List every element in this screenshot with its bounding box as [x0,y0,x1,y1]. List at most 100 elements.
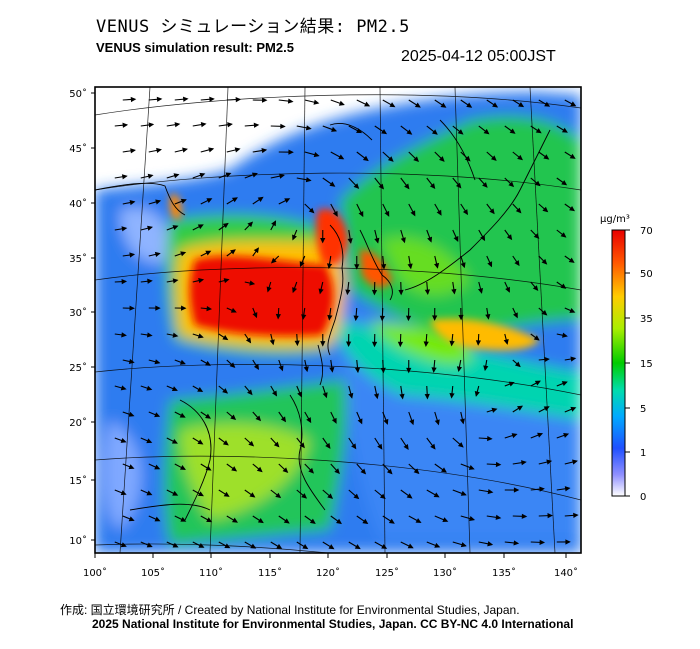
wind-arrow-head [208,147,215,153]
wind-arrow-head [272,390,278,397]
wind-arrow-head [121,279,128,285]
wind-arrow-head [547,513,553,519]
wind-arrow [591,409,602,412]
wind-arrow-head [424,289,431,296]
wind-arrow-head [596,258,600,261]
wind-arrow-head [225,172,232,178]
wind-arrow-head [287,98,294,104]
wind-arrow-head [532,285,539,292]
wind-arrow-head [130,148,136,154]
wind-arrow-head [198,543,205,548]
wind-arrow-head [222,335,229,341]
wind-arrow-head [229,362,236,368]
lon-label: 120˚ [316,567,340,579]
wind-arrow-head [371,341,378,348]
lat-label: 40˚ [69,198,87,210]
wind-arrow-head [205,250,212,256]
wind-arrow-head [539,486,545,492]
wind-arrow-head [397,341,404,348]
wind-arrow-head [276,543,283,549]
wind-arrow-head [374,237,380,244]
wind-arrow-head [180,305,187,311]
wind-arrow-head [514,260,520,267]
wind-arrow-head [381,543,388,549]
lon-label: 130˚ [433,567,457,579]
wind-arrow-head [384,210,390,217]
credit-line-2: 2025 National Institute for Environmenta… [92,617,574,631]
wind-arrow-head [288,149,294,155]
wind-arrow-head [301,493,308,499]
wind-arrow-head [378,183,385,190]
wind-arrow-head [322,392,328,399]
wind-arrow-head [327,493,334,499]
wind-arrow-head [120,385,127,391]
wind-arrow-head [204,360,211,366]
wind-arrow-head [198,278,205,284]
wind-arrow [591,152,601,158]
wind-arrow-head [598,357,602,360]
wind-arrow-head [154,251,161,258]
colorbar-tick-label: 15 [640,359,653,370]
wind-arrow-head [329,181,336,187]
wind-arrow-head [128,358,135,365]
wind-arrow-head [223,491,230,497]
wind-arrow-head [320,237,326,244]
wind-arrow-head [179,465,186,470]
wind-arrow-head [495,461,502,468]
wind-arrow-head [468,464,475,470]
wind-arrow-head [487,261,493,268]
lon-label: 125˚ [375,567,399,579]
wind-arrow-head [589,181,593,184]
wind-arrow-head [362,155,369,162]
wind-arrow-head [458,314,464,321]
wind-arrow-head [560,283,567,289]
wind-arrow-head [253,363,260,370]
colorbar-tick-label: 70 [640,226,653,237]
wind-arrow-head [406,493,413,499]
wind-arrow-head [269,339,275,346]
wind-arrow-head [491,407,498,413]
wind-arrow-head [483,365,489,372]
wind-arrow-head [205,465,212,471]
wind-arrow-head [345,289,351,296]
wind-arrow-head [404,183,410,190]
wind-arrow-head [231,517,238,523]
wind-arrow-head [129,305,135,311]
wind-arrow-head [495,514,502,520]
wind-arrow-head [309,518,316,524]
wind-arrow-head [172,332,179,338]
wind-arrow-head [561,381,568,387]
wind-arrow-head [130,96,137,103]
wind-arrow-head [405,315,412,322]
longitude-axis: 100˚ 105˚ 110˚ 115˚ 120˚ 125˚ 130˚ 135˚ 140˚ [83,553,578,579]
wind-arrow-head [320,341,326,347]
wind-arrow [591,359,602,360]
wind-arrow-head [121,332,127,338]
coastlines [95,119,551,521]
wind-arrow-head [515,207,522,214]
wind-arrow-head [347,238,353,244]
lat-label: 45˚ [69,143,87,155]
wind-arrow-head [487,435,493,442]
wind-arrow [583,435,594,438]
wind-arrow-head [400,237,406,244]
wind-arrow-head [589,333,593,336]
wind-arrow-head [308,207,315,214]
wind-arrow-head [514,361,521,368]
wind-arrow-head [325,442,331,449]
wind-arrow-head [297,391,302,398]
wind-arrow-head [275,492,282,499]
wind-arrow-head [329,366,335,373]
wind-arrow-head [517,405,523,411]
wind-arrow-head [451,288,457,295]
wind-arrow-head [209,96,215,102]
wind-arrow-head [430,443,436,450]
wind-arrow-head [179,359,186,365]
wind-arrow [591,308,601,311]
wind-arrow-head [278,365,284,372]
wind-arrow-head [533,233,540,239]
wind-arrow-head [231,197,238,203]
wind-arrow-head [597,206,601,209]
wind-arrow-head [146,332,153,338]
wind-arrow-head [261,147,268,154]
